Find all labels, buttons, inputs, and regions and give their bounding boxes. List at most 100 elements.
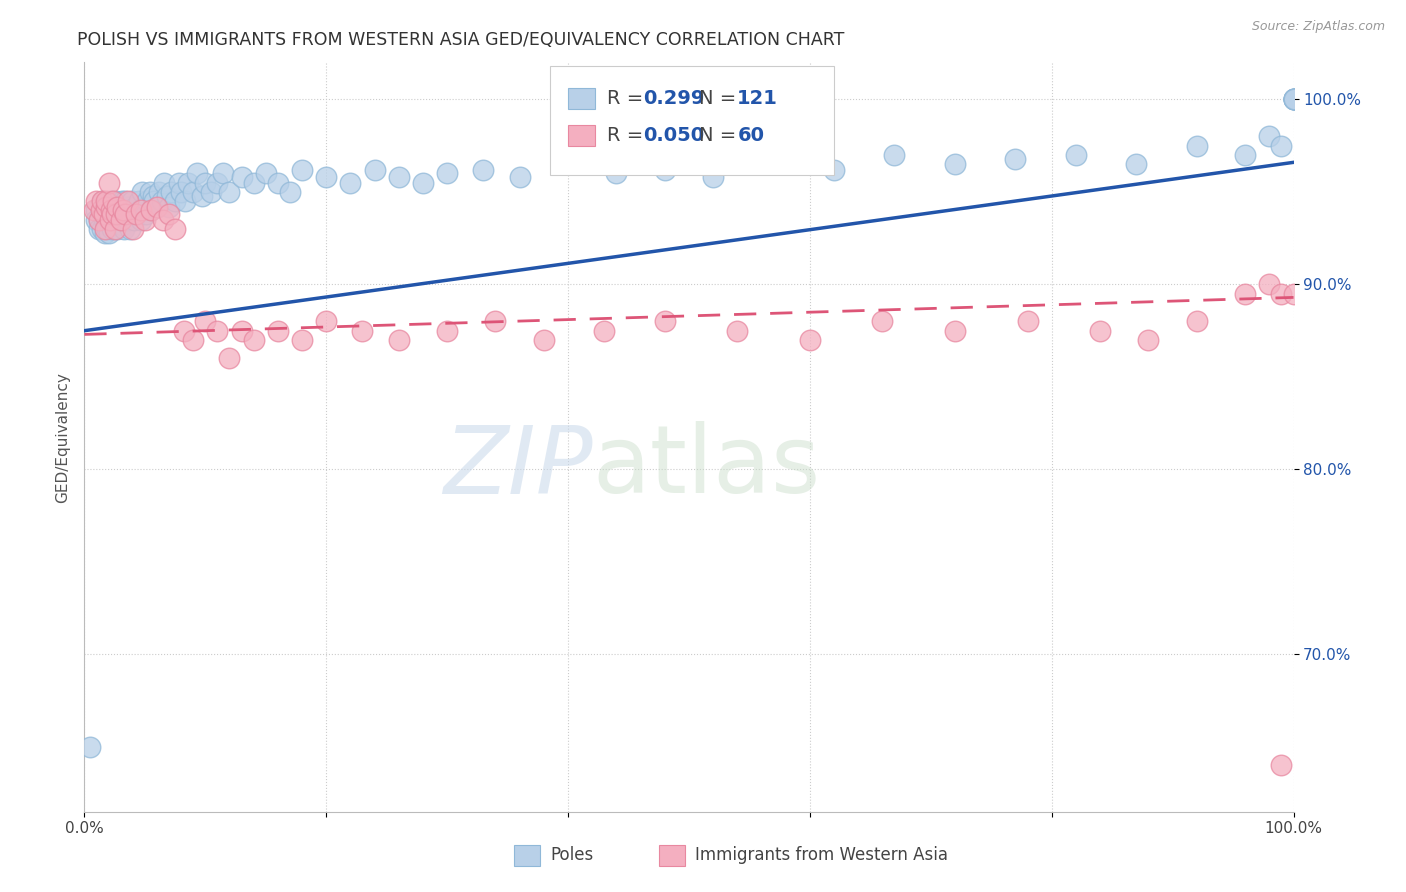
FancyBboxPatch shape [513, 845, 540, 865]
Point [97, 200, 120, 214]
Point [105, 200, 128, 214]
Point [97, 176, 120, 190]
Point [93, 212, 115, 227]
Point [94, 200, 117, 214]
Point [231, 324, 253, 338]
Point [823, 162, 845, 177]
Point [87, 222, 110, 236]
Point [1185, 314, 1208, 328]
Point [96, 207, 118, 221]
Point [86, 203, 108, 218]
Point [91, 207, 114, 221]
Point [110, 212, 132, 227]
Point [1282, 92, 1305, 106]
Point [105, 222, 128, 236]
Point [315, 170, 337, 185]
Point [436, 166, 458, 180]
Point [112, 212, 135, 227]
Point [702, 170, 724, 185]
Point [190, 188, 212, 202]
Point [94, 226, 117, 240]
Text: Poles: Poles [550, 847, 593, 864]
Point [173, 324, 195, 338]
Point [1234, 148, 1257, 162]
Point [150, 194, 173, 209]
Point [388, 333, 411, 347]
Point [1017, 314, 1039, 328]
Point [146, 200, 169, 214]
Point [114, 203, 136, 218]
Point [121, 194, 143, 209]
Point [165, 194, 187, 209]
Point [165, 222, 187, 236]
Point [1185, 138, 1208, 153]
Point [509, 170, 531, 185]
Point [157, 207, 180, 221]
Point [107, 207, 129, 221]
Point [97, 226, 120, 240]
Point [231, 170, 253, 185]
Point [86, 194, 108, 209]
Point [943, 324, 966, 338]
Point [1282, 92, 1305, 106]
Point [654, 162, 676, 177]
FancyBboxPatch shape [568, 126, 595, 146]
Text: Immigrants from Western Asia: Immigrants from Western Asia [695, 847, 948, 864]
Point [98, 212, 121, 227]
Text: R =: R = [607, 127, 650, 145]
Point [472, 162, 495, 177]
Point [139, 203, 162, 218]
Point [218, 351, 240, 366]
Point [943, 157, 966, 171]
Point [142, 188, 165, 202]
Point [98, 212, 121, 227]
Point [155, 188, 177, 202]
Point [103, 212, 125, 227]
Point [107, 200, 129, 214]
Point [1088, 324, 1111, 338]
Point [799, 333, 821, 347]
Point [1282, 92, 1305, 106]
Point [125, 207, 148, 221]
Point [86, 212, 108, 227]
Point [207, 176, 229, 190]
Point [104, 194, 127, 209]
Point [143, 194, 166, 209]
Point [96, 222, 118, 236]
Point [1282, 286, 1305, 301]
Point [105, 203, 128, 218]
Point [97, 212, 120, 227]
Point [122, 212, 145, 227]
Point [278, 185, 301, 199]
Text: atlas: atlas [592, 421, 821, 513]
Point [100, 207, 122, 221]
Point [883, 148, 905, 162]
Point [291, 162, 314, 177]
Point [186, 166, 208, 180]
Point [557, 157, 579, 171]
Point [111, 194, 134, 209]
Point [1270, 286, 1292, 301]
Point [200, 185, 222, 199]
Point [194, 176, 217, 190]
Point [128, 194, 150, 209]
Point [104, 207, 127, 221]
Point [103, 194, 125, 209]
Point [124, 200, 146, 214]
Point [110, 212, 132, 227]
Point [1258, 129, 1281, 144]
Point [100, 203, 122, 218]
Point [388, 170, 411, 185]
Point [1064, 148, 1087, 162]
Point [112, 203, 135, 218]
FancyBboxPatch shape [568, 88, 595, 109]
Point [129, 203, 152, 218]
Point [181, 185, 204, 199]
Point [339, 176, 361, 190]
FancyBboxPatch shape [659, 845, 685, 865]
Point [129, 203, 152, 218]
Point [1137, 333, 1160, 347]
Point [177, 176, 200, 190]
Point [152, 212, 174, 227]
Point [91, 222, 114, 236]
